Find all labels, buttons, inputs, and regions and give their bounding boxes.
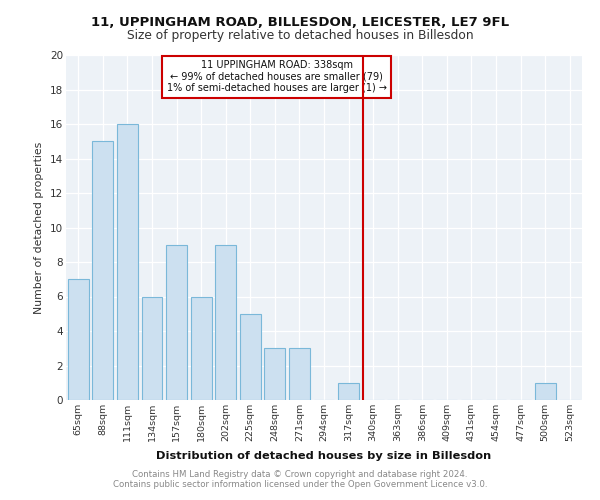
- Bar: [215, 245, 236, 400]
- Y-axis label: Number of detached properties: Number of detached properties: [34, 142, 44, 314]
- Text: Contains HM Land Registry data © Crown copyright and database right 2024.
Contai: Contains HM Land Registry data © Crown c…: [113, 470, 487, 489]
- Bar: [289, 348, 310, 400]
- Bar: [92, 142, 113, 400]
- Bar: [191, 296, 212, 400]
- Bar: [240, 314, 261, 400]
- Text: 11 UPPINGHAM ROAD: 338sqm
← 99% of detached houses are smaller (79)
1% of semi-d: 11 UPPINGHAM ROAD: 338sqm ← 99% of detac…: [167, 60, 386, 94]
- Bar: [338, 383, 359, 400]
- X-axis label: Distribution of detached houses by size in Billesdon: Distribution of detached houses by size …: [157, 451, 491, 461]
- Bar: [68, 279, 89, 400]
- Bar: [142, 296, 163, 400]
- Bar: [117, 124, 138, 400]
- Text: 11, UPPINGHAM ROAD, BILLESDON, LEICESTER, LE7 9FL: 11, UPPINGHAM ROAD, BILLESDON, LEICESTER…: [91, 16, 509, 29]
- Text: Size of property relative to detached houses in Billesdon: Size of property relative to detached ho…: [127, 29, 473, 42]
- Bar: [535, 383, 556, 400]
- Bar: [166, 245, 187, 400]
- Bar: [265, 348, 286, 400]
